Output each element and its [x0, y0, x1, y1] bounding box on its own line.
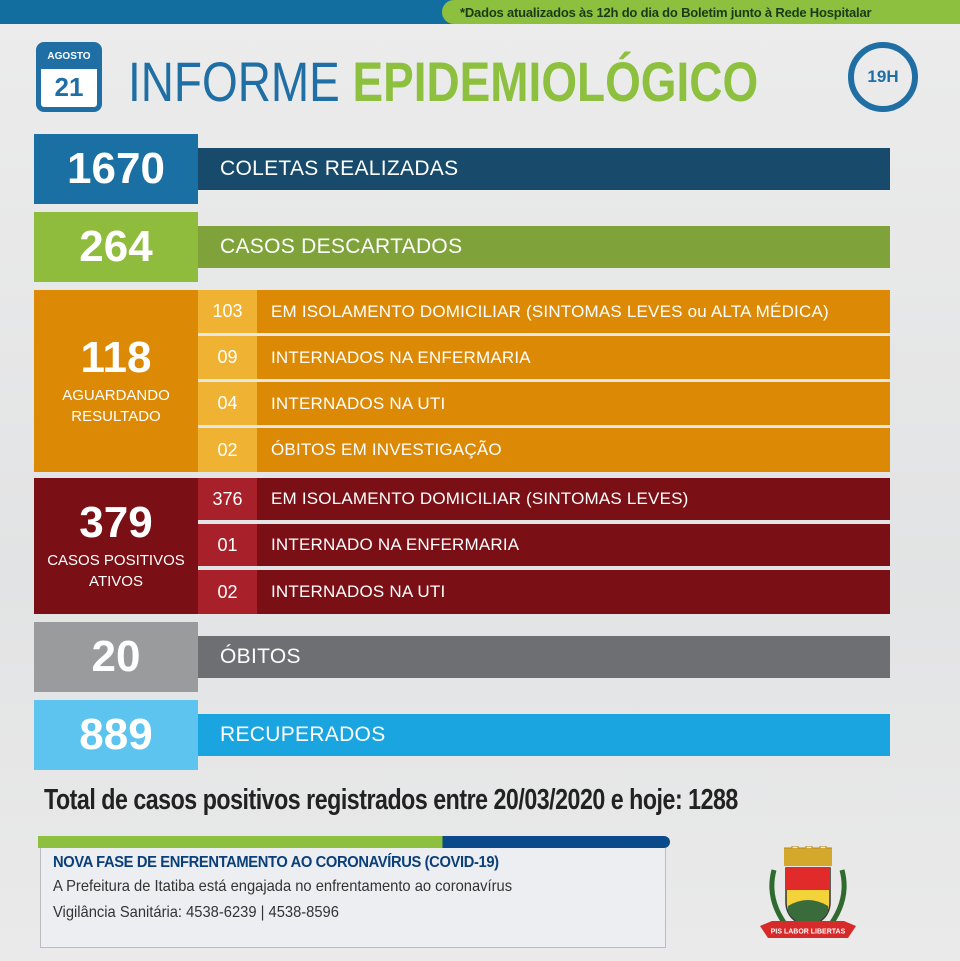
descartados-value: 264 — [79, 222, 153, 271]
footer-line1: A Prefeitura de Itatiba está engajada no… — [53, 878, 513, 895]
aguardando-value: 118 — [80, 333, 152, 382]
positivos-value: 379 — [79, 498, 153, 547]
calendar-day: 21 — [54, 72, 84, 102]
row-label: INTERNADO NA ENFERMARIA — [257, 524, 890, 566]
crest-motto: PIS LABOR LIBERTAS — [771, 929, 846, 936]
row-value: 376 — [198, 478, 257, 520]
title-part1: INFORME — [128, 50, 340, 113]
positivos-label: CASOS POSITIVOS ATIVOS — [47, 552, 185, 590]
descartados-box: 264 — [34, 212, 198, 282]
row-value: 09 — [198, 336, 257, 379]
aguardando-row: 103 EM ISOLAMENTO DOMICILIAR (SINTOMAS LE… — [198, 290, 890, 333]
aguardando-row: 09 INTERNADOS NA ENFERMARIA — [198, 336, 890, 379]
row-label: INTERNADOS NA UTI — [257, 570, 890, 614]
title-part2: EPIDEMIOLÓGICO — [352, 50, 759, 113]
positivos-row: 02 INTERNADOS NA UTI — [198, 570, 890, 614]
row-label: INTERNADOS NA ENFERMARIA — [257, 336, 890, 379]
obitos-box: 20 — [34, 622, 198, 692]
row-label: EM ISOLAMENTO DOMICILIAR (SINTOMAS LEVES… — [257, 290, 890, 333]
time-label: 19H — [867, 67, 899, 86]
recuperados-box: 889 — [34, 700, 198, 770]
calendar-month: AGOSTO — [41, 47, 97, 69]
obitos-value: 20 — [91, 632, 141, 681]
footer-stripe — [38, 836, 670, 848]
footer-contact: Vigilância Sanitária: 4538-6239 | 4538-8… — [53, 904, 339, 921]
obitos-label: ÓBITOS — [198, 636, 890, 678]
row-value: 04 — [198, 382, 257, 425]
clock-icon: 19H — [848, 42, 918, 112]
aguardando-label: AGUARDANDO RESULTADO — [62, 387, 170, 425]
city-crest-logo: PIS LABOR LIBERTAS — [760, 846, 856, 938]
row-value: 103 — [198, 290, 257, 333]
aguardando-row: 04 INTERNADOS NA UTI — [198, 382, 890, 425]
coletas-value: 1670 — [67, 144, 165, 193]
page-title: INFORME EPIDEMIOLÓGICO — [128, 52, 758, 112]
recuperados-label: RECUPERADOS — [198, 714, 890, 756]
row-label: ÓBITOS EM INVESTIGAÇÃO — [257, 428, 890, 472]
row-label: EM ISOLAMENTO DOMICILIAR (SINTOMAS LEVES… — [257, 478, 890, 520]
row-label: INTERNADOS NA UTI — [257, 382, 890, 425]
coletas-label: COLETAS REALIZADAS — [198, 148, 890, 190]
row-value: 01 — [198, 524, 257, 566]
coletas-box: 1670 — [34, 134, 198, 204]
positivos-box: 379 CASOS POSITIVOS ATIVOS — [34, 478, 198, 614]
update-note: *Dados atualizados às 12h do dia do Bole… — [442, 0, 960, 24]
aguardando-box: 118 AGUARDANDO RESULTADO — [34, 290, 198, 472]
footer-heading: NOVA FASE DE ENFRENTAMENTO AO CORONAVÍRU… — [53, 854, 499, 871]
row-value: 02 — [198, 428, 257, 472]
recuperados-value: 889 — [79, 710, 153, 759]
positivos-row: 01 INTERNADO NA ENFERMARIA — [198, 524, 890, 566]
row-value: 02 — [198, 570, 257, 614]
footer-info: NOVA FASE DE ENFRENTAMENTO AO CORONAVÍRU… — [40, 848, 666, 948]
total-cases: Total de casos positivos registrados ent… — [44, 784, 738, 816]
descartados-label: CASOS DESCARTADOS — [198, 226, 890, 268]
calendar-icon: AGOSTO 21 — [36, 42, 102, 112]
positivos-row: 376 EM ISOLAMENTO DOMICILIAR (SINTOMAS LE… — [198, 478, 890, 520]
aguardando-row: 02 ÓBITOS EM INVESTIGAÇÃO — [198, 428, 890, 472]
